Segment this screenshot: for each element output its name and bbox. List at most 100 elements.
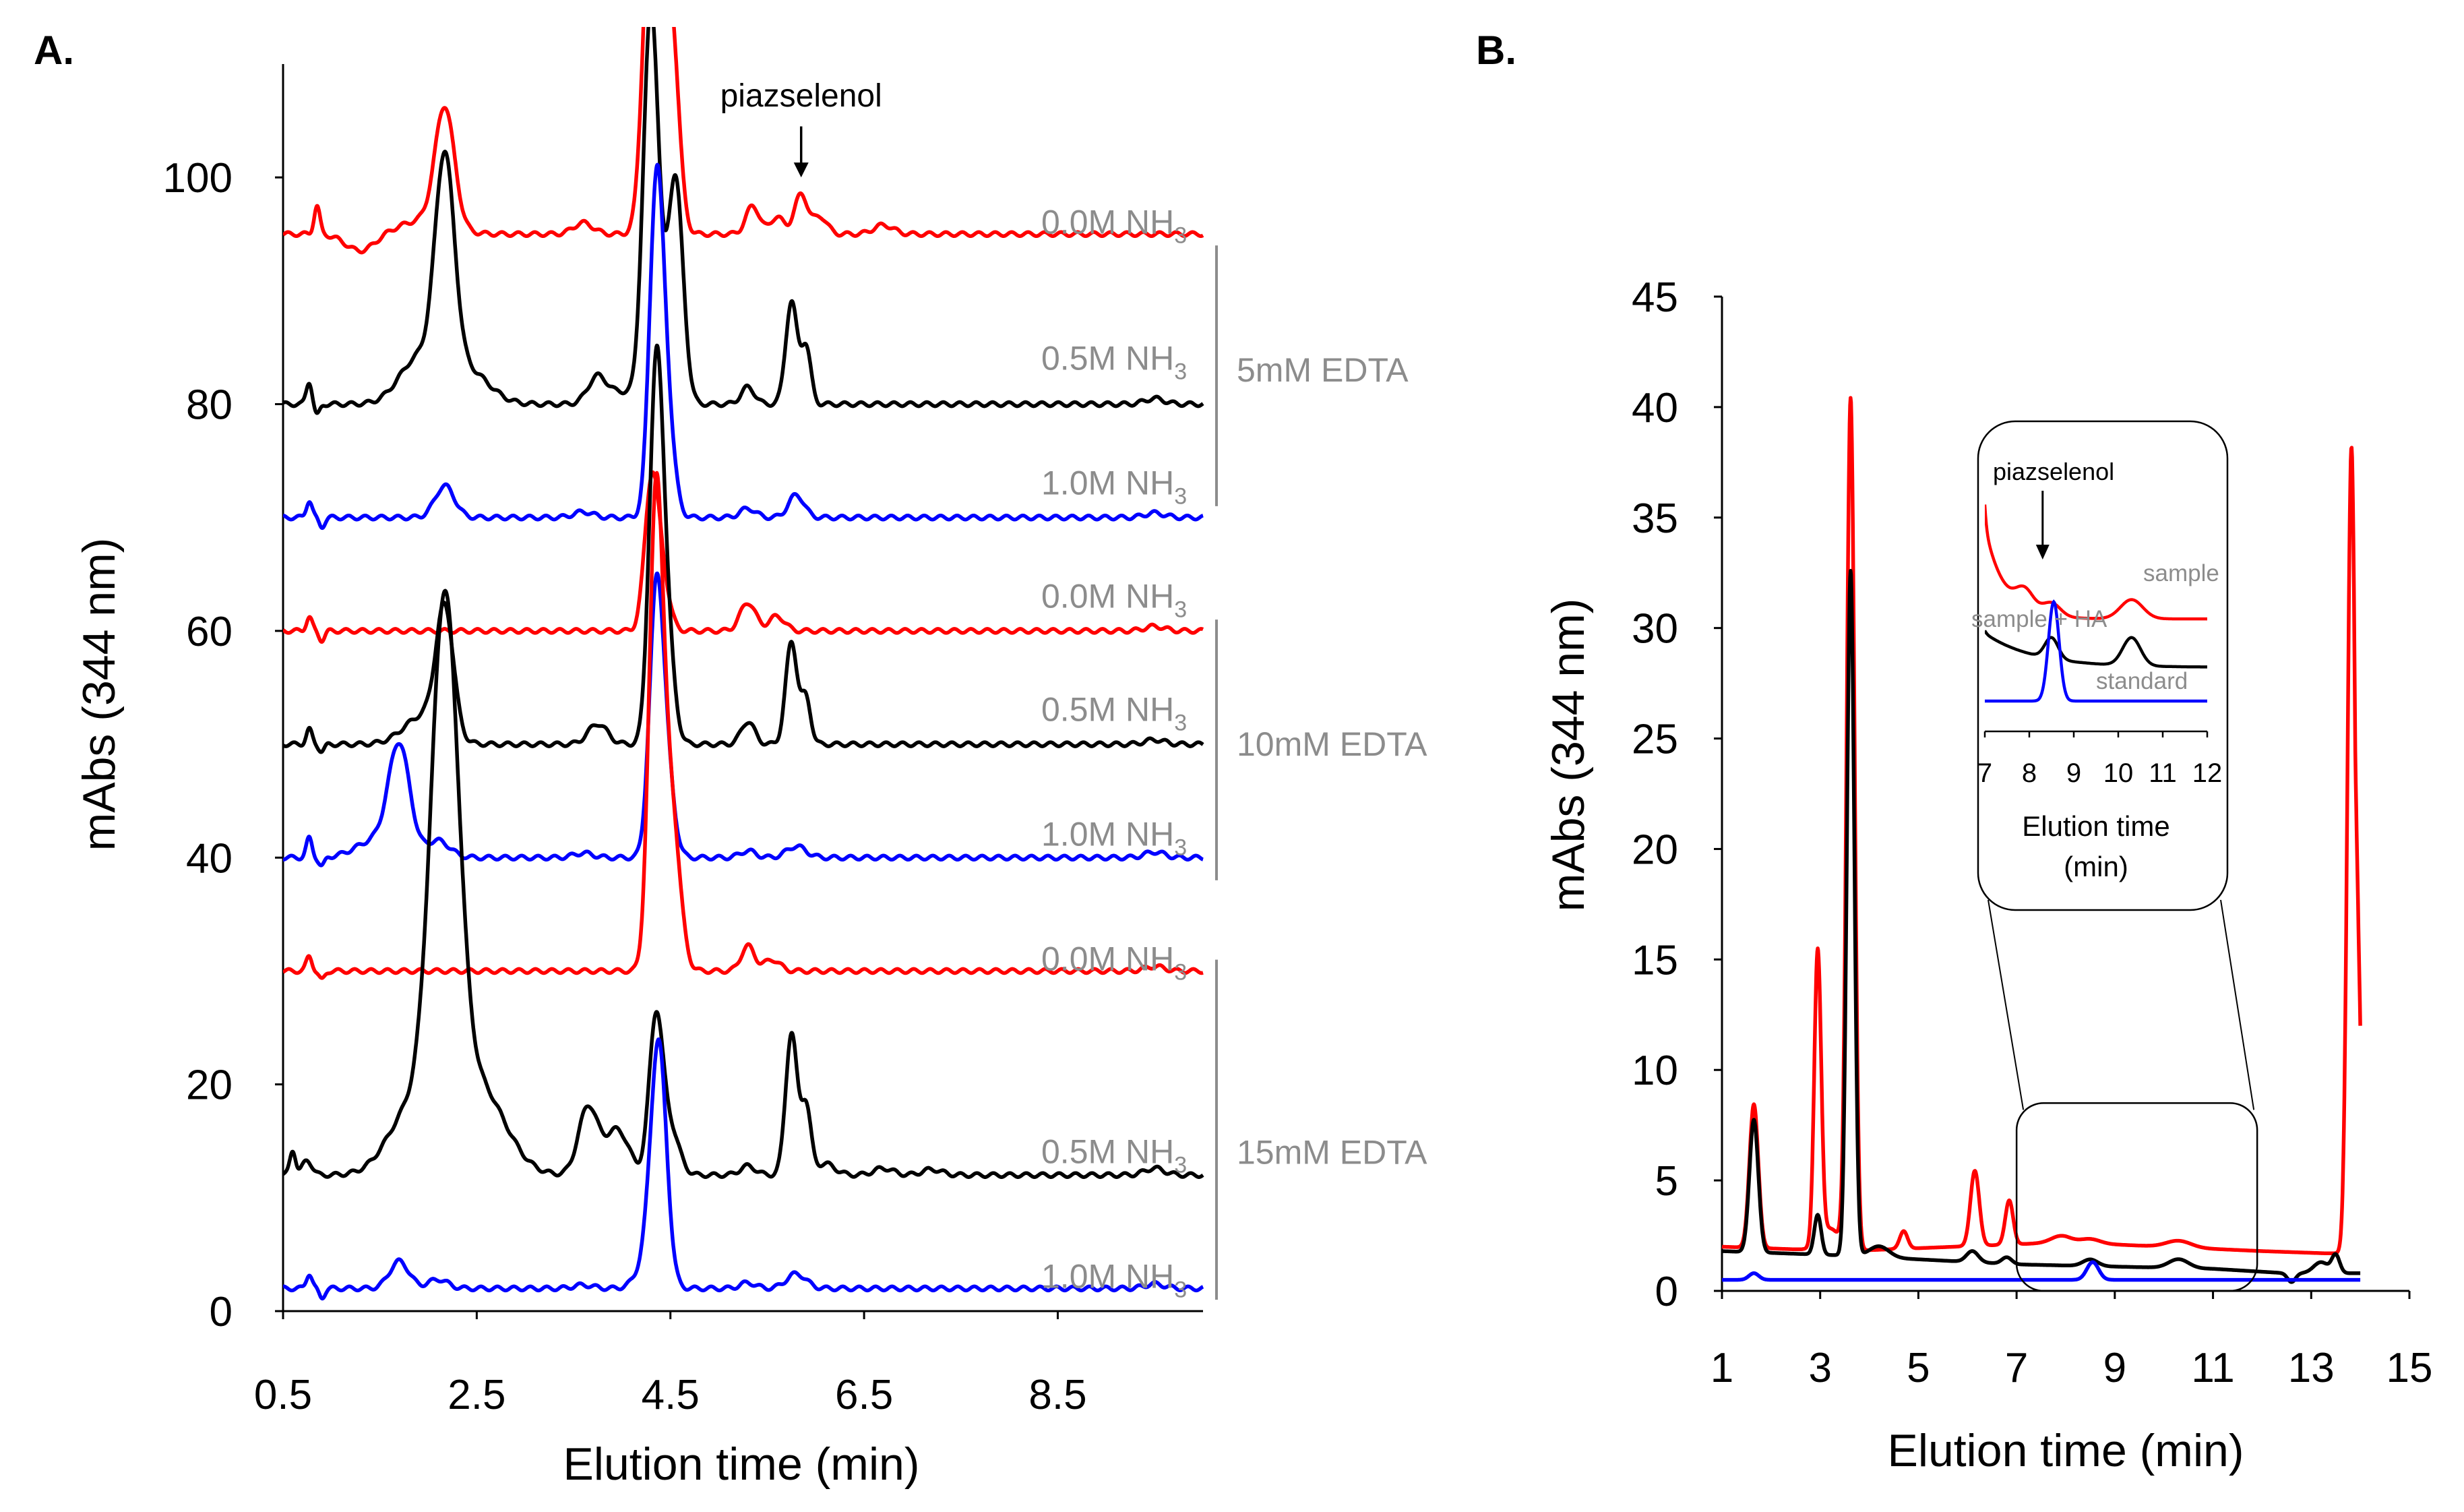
chart-b-inset: 7 8 9 10 11 12 Elution time (min) piazselenol sam…	[1971, 420, 2229, 911]
chart-b-x-tick-label: 15	[2386, 1345, 2433, 1391]
chart-b-y-tick-label: 20	[1632, 826, 1678, 873]
chart-a-y-axis-label: mAbs (344 nm)	[73, 538, 125, 851]
chart-b-x-tick-label: 3	[1808, 1345, 1831, 1391]
chart-a-series-line	[283, 571, 1205, 868]
chart-b-inset-x-tick-label: 10	[2103, 758, 2134, 788]
chart-a-group-label: 5mM EDTA	[1237, 351, 1409, 389]
chart-b-series-line	[1720, 396, 2362, 1256]
chart-a-series-label-text: 1.0M NH	[1041, 1258, 1174, 1296]
chart-a-series-label-text: 0.5M NH	[1041, 691, 1174, 729]
chart-a-group-label: 10mM EDTA	[1237, 725, 1427, 763]
chart-b-series-group	[1720, 396, 2362, 1284]
chart-a-series-label-sub: 3	[1174, 483, 1187, 509]
chart-b-x-tick-label: 11	[2191, 1345, 2234, 1391]
chart-b-zoom-rect	[2015, 1102, 2258, 1292]
chart-a-y-tick-label: 40	[186, 835, 233, 882]
chart-a-annotation-arrow	[793, 126, 809, 178]
chart-b-y-tick-label: 0	[1655, 1269, 1678, 1315]
chart-b-x-tick-label: 13	[2288, 1345, 2335, 1391]
chart-a-series-label-sub: 3	[1174, 835, 1187, 861]
chart-a-series-label-text: 0.5M NH	[1041, 339, 1174, 377]
chart-a-series-line	[283, 471, 1205, 980]
chart-b-inset-x-label: Elution time	[2022, 810, 2169, 842]
chart-b-x-axis-label: Elution time (min)	[1887, 1425, 2244, 1476]
chart-b-series-line	[1720, 569, 2362, 1284]
panel-label-a: A.	[34, 28, 74, 73]
chart-a-series-label-text: 0.0M NH	[1041, 203, 1174, 241]
chart-a-x-tick-label: 8.5	[1028, 1372, 1086, 1418]
chart-a-series-label: 0.5M NH3	[1041, 1133, 1187, 1178]
chart-a-x-tick-label: 0.5	[254, 1372, 312, 1418]
chart-a-series-line	[283, 162, 1205, 531]
chart-b-x-tick-label: 1	[1711, 1345, 1733, 1391]
chart-a-series-group	[283, 27, 1205, 1301]
chart-b-y-tick-label: 10	[1632, 1048, 1678, 1094]
chart-a-x-tick-label: 4.5	[642, 1372, 700, 1418]
chart-b-y-tick-label: 40	[1632, 385, 1678, 431]
chart-a-series-label-text: 1.0M NH	[1041, 816, 1174, 853]
chart-b-inset-series-label: sample + HA	[1971, 606, 2107, 632]
chart-a-y-tick-label: 100	[163, 155, 233, 202]
chart-b-inset-series-label: sample	[2143, 560, 2219, 586]
chart-a-series-label: 1.0M NH3	[1041, 464, 1187, 509]
chart-a-x-axis-label: Elution time (min)	[563, 1439, 919, 1490]
chart-a-series-label-sub: 3	[1174, 597, 1187, 622]
chart-a-series-label: 0.0M NH3	[1041, 203, 1187, 248]
chart-a-series-label: 1.0M NH3	[1041, 1258, 1187, 1303]
chart-a-series-label-sub: 3	[1174, 710, 1187, 736]
chart-b-inset-x-tick-label: 7	[1977, 758, 1992, 788]
chart-a-y-tick-label: 0	[210, 1289, 233, 1335]
chart-b-inset-x-tick-label: 8	[2022, 758, 2037, 788]
chart-a-series-label-sub: 3	[1174, 222, 1187, 248]
chart-a-series-label: 0.0M NH3	[1041, 577, 1187, 622]
chart-a-series-label-text: 1.0M NH	[1041, 464, 1174, 502]
chart-b-inset-x-tick-label: 12	[2192, 758, 2223, 788]
chart-a-y-tick-label: 60	[186, 609, 233, 655]
chart-b-y-tick-label: 5	[1655, 1158, 1678, 1205]
chart-a-series-line	[283, 343, 1205, 754]
chart-a-series-line	[283, 1037, 1205, 1301]
chart-a-y-tick-label: 80	[186, 382, 233, 429]
chart-b-inset-series-line	[1985, 599, 2207, 703]
chart-a-series-label-sub: 3	[1174, 1153, 1187, 1178]
chart-b-inset-connector	[1988, 899, 2025, 1110]
chart-b-y-axis-label: mAbs (344 nm)	[1543, 599, 1594, 912]
chart-a-series-line	[283, 588, 1205, 1179]
chart-a-series-line	[283, 27, 1205, 415]
chart-b-series-line	[1720, 1260, 2362, 1282]
chart-b-y-tick-label: 30	[1632, 606, 1678, 653]
chart-a-group-brackets: 5mM EDTA 10mM EDTA 15mM EDTA	[1215, 245, 1427, 1300]
chart-b-inset-annotation-arrow-head	[2035, 545, 2050, 560]
chart-a-annotation-piazselenol: piazselenol	[720, 78, 882, 114]
chart-b-zoom-box	[1988, 899, 2258, 1292]
chart-a-series-label: 1.0M NH3	[1041, 816, 1187, 861]
chart-a-series-label-sub: 3	[1174, 1277, 1187, 1303]
panel-label-b: B.	[1476, 28, 1516, 73]
chart-b-inset-frame	[1977, 420, 2229, 911]
chart-a-series-label: 0.5M NH3	[1041, 691, 1187, 736]
chart-b-inset-x-tick-label: 11	[2149, 758, 2177, 788]
chart-b-y-tick-label: 35	[1632, 495, 1678, 542]
chart-a-axes: 0 20 40 60 80 100 0.5 2.5 4.5 6.5 8.5	[163, 64, 1203, 1418]
chart-b-inset-x-tick-label: 9	[2066, 758, 2081, 788]
chart-b-y-tick-label: 25	[1632, 717, 1678, 763]
chart-a-annotation-arrow-head	[793, 162, 809, 178]
chart-a-x-tick-label: 6.5	[835, 1372, 893, 1418]
chart-b-inset-series-line	[1985, 630, 2207, 669]
chart-a-series-label-sub: 3	[1174, 359, 1187, 384]
chart-a-x-tick-label: 2.5	[448, 1372, 505, 1418]
chart-b-inset-connector	[2220, 899, 2255, 1110]
chart-b-y-tick-label: 15	[1632, 937, 1678, 984]
chart-a-group-label: 15mM EDTA	[1237, 1134, 1427, 1172]
chart-a-series-label-text: 0.5M NH	[1041, 1133, 1174, 1171]
chart-b-y-tick-label: 45	[1632, 274, 1678, 321]
chart-a-y-tick-label: 20	[186, 1062, 233, 1109]
chart-b-inset-annotation-piazselenol: piazselenol	[1993, 458, 2114, 485]
chart-a-series-label-text: 0.0M NH	[1041, 940, 1174, 978]
chart-b-inset-x-label-units: (min)	[2064, 851, 2128, 882]
chart-b-x-tick-label: 5	[1907, 1345, 1930, 1391]
chart-a-series-label-sub: 3	[1174, 960, 1187, 986]
